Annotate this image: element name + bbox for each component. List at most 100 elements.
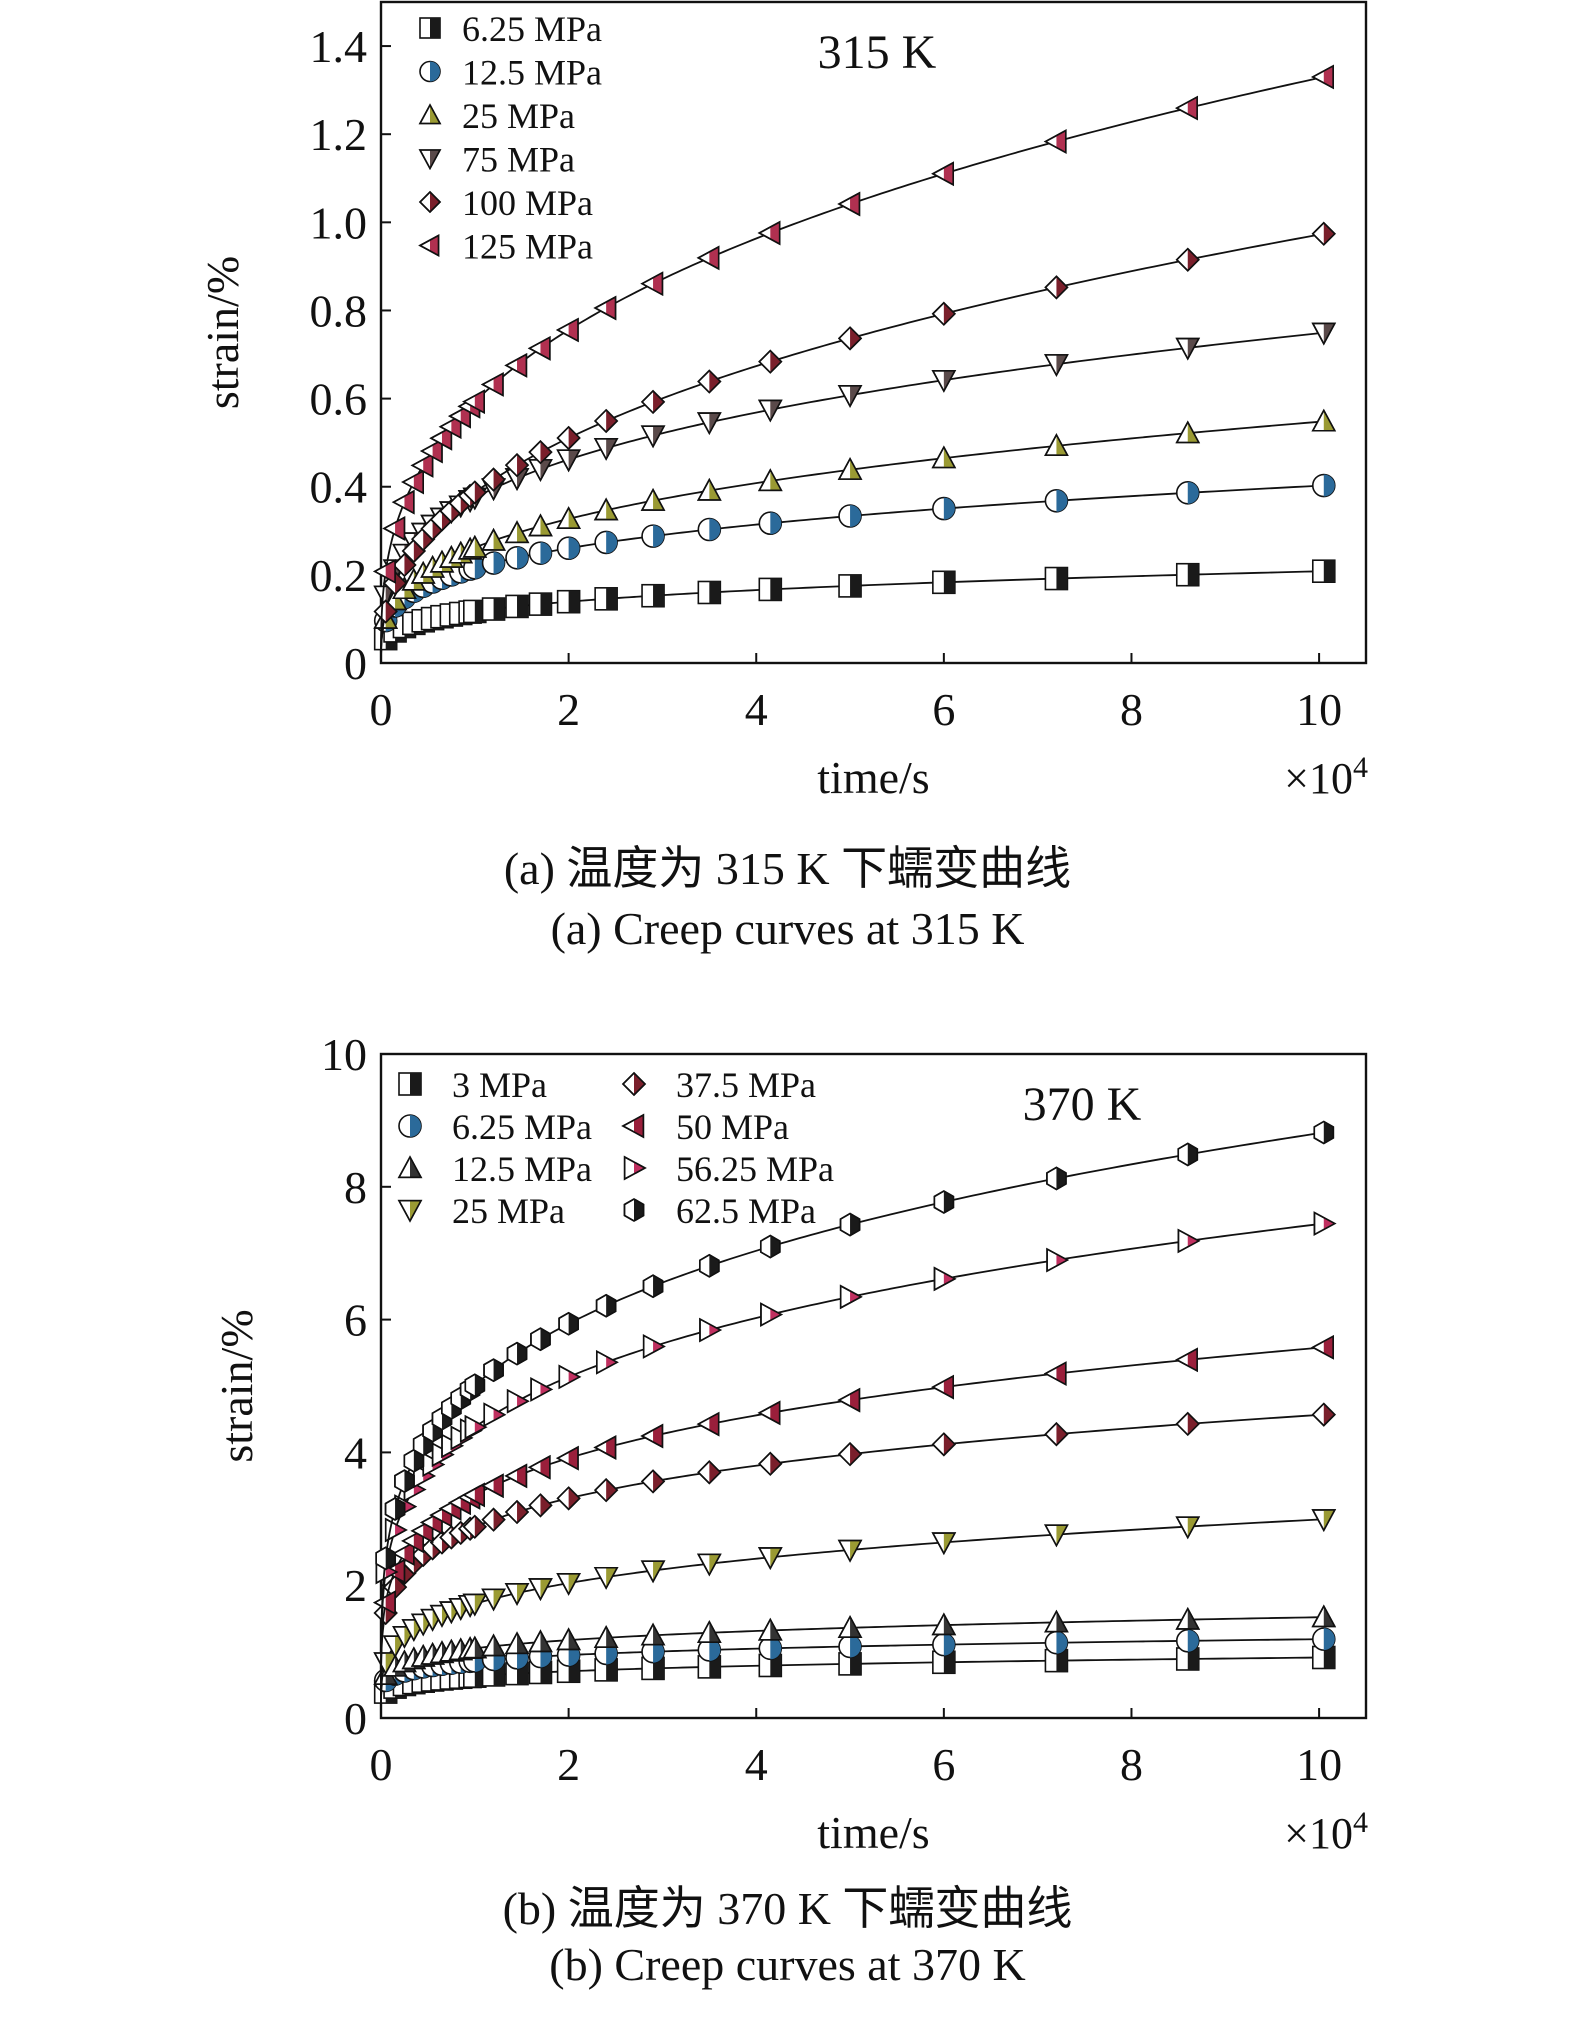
marker-56-25-mpa-21-edge bbox=[1046, 1247, 1070, 1273]
marker-62-5-mpa-3-fill bbox=[413, 1449, 424, 1472]
marker-37-5-mpa-11-edge bbox=[481, 1507, 506, 1532]
marker-56-25-mpa-15-edge bbox=[595, 1349, 619, 1375]
x-tick-label-5: 10 bbox=[1296, 684, 1342, 735]
data-point-12-5-mpa-23 bbox=[1311, 1604, 1337, 1628]
series-62-5-mpa bbox=[375, 1120, 1335, 1707]
marker-12-5-mpa-19-edge bbox=[837, 1615, 863, 1638]
data-point-25-mpa-15 bbox=[593, 497, 619, 521]
marker-50-mpa-1-edge bbox=[382, 1558, 406, 1584]
marker-75-mpa-14-edge bbox=[556, 449, 581, 473]
marker-12-5-mpa-17-edge bbox=[696, 1620, 722, 1643]
data-point-62-5-mpa-22 bbox=[1177, 1142, 1199, 1167]
marker-50-mpa-1-fill bbox=[395, 1560, 405, 1583]
marker-37-5-mpa-11-fill bbox=[493, 1508, 505, 1531]
data-point-75-mpa-22 bbox=[1175, 337, 1201, 361]
data-point-6-25-mpa-22 bbox=[1175, 1629, 1200, 1653]
marker-100-mpa-16-fill bbox=[653, 390, 665, 413]
data-point-25-mpa-18 bbox=[757, 1547, 783, 1570]
marker-12-5-mpa-21-fill bbox=[1056, 489, 1068, 512]
marker-62-5-mpa-15-edge bbox=[595, 1293, 617, 1318]
data-point-62-5-mpa-10 bbox=[464, 1373, 486, 1398]
marker-62-5-mpa-14-fill bbox=[568, 1312, 579, 1335]
data-point-50-mpa-10 bbox=[462, 1482, 485, 1508]
marker-25-mpa-18-edge bbox=[757, 1547, 783, 1570]
data-point-50-mpa-21 bbox=[1043, 1361, 1067, 1386]
marker-50-mpa-14-fill bbox=[568, 1447, 578, 1470]
marker-50-mpa-16-fill bbox=[653, 1425, 663, 1448]
marker-50-mpa-15-edge bbox=[593, 1435, 617, 1460]
marker-25-mpa-23-edge bbox=[1311, 1509, 1337, 1532]
marker-62-5-mpa-2-fill bbox=[404, 1470, 414, 1493]
marker-25-mpa-15-edge bbox=[593, 1566, 619, 1590]
data-point-125-mpa-16 bbox=[640, 271, 664, 297]
marker-56-25-mpa-14-fill bbox=[568, 1370, 580, 1383]
marker-56-25-mpa-16-edge bbox=[642, 1334, 666, 1359]
data-point-56-25-mpa-16 bbox=[642, 1334, 666, 1359]
data-point-12-5-mpa-14 bbox=[556, 536, 581, 561]
marker-56-25-mpa-2-fill bbox=[404, 1500, 416, 1513]
data-point-3-mpa-13 bbox=[528, 1660, 553, 1685]
marker-3-mpa-21-fill bbox=[1056, 1649, 1068, 1672]
y-tick-label-0: 0 bbox=[344, 1693, 367, 1744]
data-point-37-5-mpa-17 bbox=[697, 1460, 722, 1485]
marker-125-mpa-19-fill bbox=[850, 193, 860, 216]
data-point-37-5-mpa-10 bbox=[462, 1514, 487, 1539]
legend-label-37-5-mpa: 37.5 MPa bbox=[676, 1065, 816, 1105]
y-tick-label-7: 1.4 bbox=[310, 21, 368, 72]
data-point-62-5-mpa-20 bbox=[933, 1190, 955, 1214]
marker-25-mpa-16-edge bbox=[640, 487, 666, 511]
data-point-62-5-mpa-14 bbox=[558, 1311, 579, 1336]
marker-62-5-mpa-22-edge bbox=[1177, 1142, 1199, 1167]
data-point-6-25-mpa-11 bbox=[481, 597, 506, 621]
marker-100-mpa-10-edge bbox=[462, 480, 487, 505]
marker-125-mpa-23-edge bbox=[1311, 64, 1334, 90]
data-point-12-5-mpa-12 bbox=[505, 545, 529, 570]
marker-25-mpa-3-edge bbox=[401, 1619, 427, 1642]
marker-56-25-mpa-19-edge bbox=[839, 1284, 863, 1310]
marker-25-mpa-10-edge bbox=[462, 534, 488, 558]
data-point-25-mpa-12 bbox=[504, 520, 530, 544]
marker-62-5-mpa-20-edge bbox=[933, 1190, 955, 1214]
marker-100-mpa-10-fill bbox=[474, 481, 486, 504]
marker-12-5-mpa-19-fill bbox=[850, 505, 862, 528]
data-point-37-5-mpa-13 bbox=[528, 1493, 553, 1518]
marker-125-mpa-14-fill bbox=[568, 318, 578, 341]
legend-item-62-5-mpa: 62.5 MPa bbox=[623, 1191, 816, 1231]
marker-125-mpa-18-edge bbox=[757, 220, 781, 246]
legend-item-56-25-mpa: 56.25 MPa bbox=[623, 1149, 834, 1189]
marker-37-5-mpa-13-fill bbox=[540, 1494, 552, 1517]
data-point-6-25-mpa-15 bbox=[594, 1641, 618, 1666]
legend-label-25-mpa: 25 MPa bbox=[462, 96, 575, 136]
data-point-6-25-mpa-19 bbox=[838, 574, 862, 598]
marker-125-mpa-5-fill bbox=[432, 440, 442, 463]
data-point-100-mpa-22 bbox=[1175, 247, 1200, 272]
marker-50-mpa-15-fill bbox=[606, 1436, 616, 1459]
y-axis-label: strain/% bbox=[197, 256, 248, 409]
marker-37-5-mpa-18-fill bbox=[770, 1452, 782, 1475]
marker-50-mpa-22-fill bbox=[1187, 1348, 1198, 1371]
data-point-56-25-mpa-14 bbox=[558, 1364, 582, 1390]
data-point-12-5-mpa-18 bbox=[757, 1617, 783, 1641]
marker-62-5-mpa-17-edge bbox=[699, 1253, 720, 1278]
marker-12-5-mpa-20-fill bbox=[943, 497, 955, 520]
figure-a: 0 2 4 6 8 10 0 0.2 0.4 0.6 0.8 1.0 1.2 1.4 time/s strai… bbox=[0, 0, 1575, 1000]
marker-56-25-mpa-18-fill bbox=[770, 1308, 782, 1321]
data-point-12-5-mpa-19 bbox=[837, 1615, 863, 1638]
data-point-100-mpa-19 bbox=[837, 326, 863, 351]
series-12-5-mpa bbox=[373, 1604, 1337, 1711]
legend-label-25-mpa: 25 MPa bbox=[452, 1191, 565, 1231]
x-tick-label-0: 0 bbox=[370, 1739, 393, 1790]
marker-56-25-mpa-20-edge bbox=[933, 1266, 957, 1292]
data-point-25-mpa-19 bbox=[837, 1539, 863, 1563]
marker-12-5-mpa-18-fill bbox=[770, 512, 782, 535]
marker-25-mpa-19-edge bbox=[837, 457, 863, 480]
marker-62-5-mpa-16-edge bbox=[642, 1274, 664, 1299]
marker-37-5-mpa-20-edge bbox=[931, 1432, 956, 1457]
marker-62-5-mpa-20-fill bbox=[943, 1190, 954, 1213]
data-point-25-mpa-14 bbox=[556, 506, 581, 530]
marker-50-mpa-3-edge bbox=[401, 1528, 424, 1554]
marker-56-25-mpa-17-fill bbox=[709, 1323, 721, 1337]
plot-frame bbox=[379, 1052, 1368, 1720]
legend-item-125-mpa: 125 MPa bbox=[418, 227, 593, 267]
marker-25-mpa-1-edge bbox=[382, 1635, 408, 1659]
